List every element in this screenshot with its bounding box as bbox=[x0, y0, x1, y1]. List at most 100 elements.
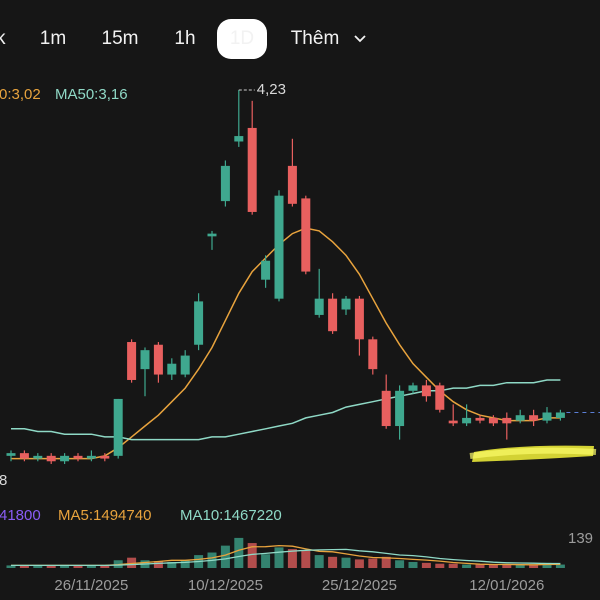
volume-bar bbox=[153, 561, 163, 568]
high-label: 4,23 bbox=[257, 81, 286, 98]
volume-bar bbox=[261, 554, 271, 568]
candle-body bbox=[502, 417, 512, 424]
volume-bar bbox=[488, 564, 498, 568]
volume-bar bbox=[448, 563, 458, 568]
volume-bar bbox=[435, 563, 445, 568]
candle-body bbox=[19, 453, 29, 459]
candle-body bbox=[542, 412, 552, 421]
candle-body bbox=[220, 165, 230, 202]
volume-bar bbox=[127, 557, 137, 568]
volume-bar bbox=[529, 564, 539, 568]
low-label: 8 bbox=[0, 472, 7, 489]
date-label: 26/11/2025 bbox=[54, 577, 128, 594]
candle-body bbox=[515, 415, 525, 421]
candle-body bbox=[180, 355, 190, 375]
candle-body bbox=[301, 198, 311, 272]
volume-legend: 41800 bbox=[0, 507, 41, 524]
candle-body bbox=[421, 385, 431, 397]
volume-bar bbox=[6, 565, 16, 568]
volume-bar bbox=[395, 560, 405, 568]
volume-bar bbox=[368, 558, 378, 568]
volume-right-label: 139 bbox=[568, 530, 593, 547]
candle-body bbox=[60, 455, 70, 462]
volume-bar bbox=[73, 565, 83, 568]
candle-body bbox=[100, 455, 110, 459]
volume-bar bbox=[180, 560, 190, 568]
candle-body bbox=[167, 363, 177, 375]
volume-bar bbox=[542, 562, 552, 568]
date-label: 10/12/2025 bbox=[188, 577, 263, 594]
tab[interactable]: 15m bbox=[102, 28, 139, 49]
candle-body bbox=[73, 455, 83, 459]
candle-body bbox=[234, 136, 244, 142]
candle-body bbox=[127, 342, 137, 380]
volume-bar bbox=[341, 557, 351, 568]
candle-body bbox=[408, 385, 418, 391]
volume-bar bbox=[220, 545, 230, 568]
volume-bar bbox=[19, 565, 29, 568]
candle-body bbox=[488, 417, 498, 424]
tab[interactable]: Thêm bbox=[291, 28, 340, 49]
dropdown-chevron bbox=[354, 35, 366, 43]
volume-ma-line bbox=[11, 548, 561, 567]
volume-bar bbox=[314, 555, 324, 568]
candle-body bbox=[140, 350, 150, 370]
candle-body bbox=[194, 301, 204, 345]
volume-bar bbox=[555, 564, 565, 568]
candle-body bbox=[287, 165, 297, 204]
candle-body bbox=[354, 298, 364, 340]
candle-body bbox=[153, 344, 163, 375]
volume-bar bbox=[475, 564, 485, 568]
volume-bar bbox=[421, 562, 431, 568]
candle-body bbox=[368, 339, 378, 370]
volume-bar bbox=[502, 564, 512, 568]
candle-body bbox=[6, 453, 16, 456]
candle-body bbox=[435, 385, 445, 410]
candle-body bbox=[529, 415, 539, 421]
candle-body bbox=[314, 298, 324, 315]
volume-bar bbox=[247, 543, 257, 568]
volume-bar bbox=[354, 559, 364, 568]
volume-bar bbox=[234, 537, 244, 568]
candle-body bbox=[328, 298, 338, 332]
volume-bar bbox=[33, 565, 43, 568]
candle-body bbox=[46, 455, 56, 462]
tab[interactable]: 1D bbox=[230, 28, 254, 49]
candle-body bbox=[33, 455, 43, 459]
volume-bar bbox=[381, 556, 391, 568]
price-chart: 0:3,02 MA50:3,16 4,23 8 41800 MA5:1494740 MA10… bbox=[0, 81, 600, 594]
date-label: 12/01/2026 bbox=[469, 577, 544, 594]
candle-body bbox=[261, 260, 271, 280]
highlight-stroke bbox=[469, 447, 597, 459]
ma-line bbox=[11, 379, 561, 441]
volume-bar bbox=[287, 549, 297, 568]
candle-body bbox=[381, 390, 391, 427]
volume-bar bbox=[301, 550, 311, 568]
volume-legend: MA5:1494740 bbox=[58, 507, 151, 524]
candle-body bbox=[86, 455, 96, 459]
candle-body bbox=[247, 127, 257, 212]
volume-bar bbox=[86, 565, 96, 568]
volume-bar bbox=[274, 547, 284, 568]
ma-legend: 0:3,02 bbox=[0, 86, 41, 103]
candle-body bbox=[113, 398, 123, 456]
volume-bar bbox=[328, 556, 338, 568]
candle-body bbox=[274, 195, 284, 299]
tab[interactable]: 1m bbox=[40, 28, 66, 49]
tab[interactable]: 1h bbox=[174, 28, 195, 49]
volume-legend: MA10:1467220 bbox=[180, 507, 282, 524]
tab[interactable]: k bbox=[0, 28, 6, 49]
candle-body bbox=[462, 417, 472, 424]
ma-legend: MA50:3,16 bbox=[55, 86, 128, 103]
timeframe-tabs: k 1m 15m 1h 1D Thêm bbox=[0, 19, 366, 59]
date-label: 25/12/2025 bbox=[322, 577, 397, 594]
volume-bar bbox=[46, 565, 56, 568]
volume-bar bbox=[408, 561, 418, 568]
volume-bar bbox=[100, 565, 110, 568]
candle-body bbox=[395, 390, 405, 427]
tab-selected-bg bbox=[217, 19, 267, 59]
volume-bar bbox=[167, 561, 177, 568]
volume-bar bbox=[60, 565, 70, 568]
